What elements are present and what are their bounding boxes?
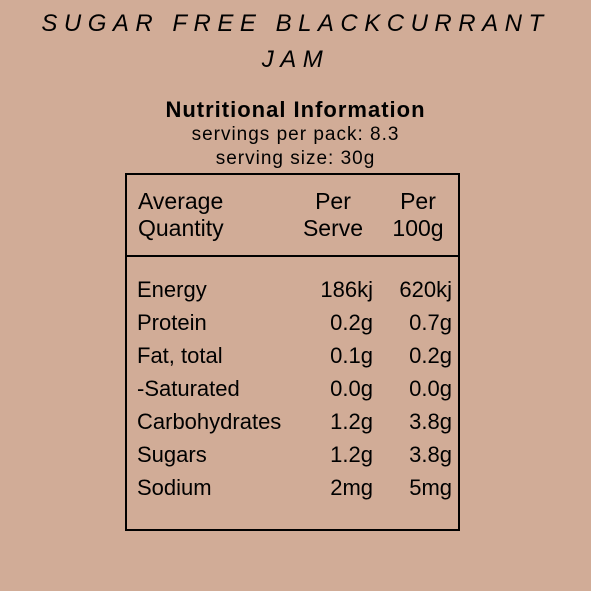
- column-header-per-100g: Per 100g: [383, 188, 453, 242]
- per-serve-value: 1.2g: [330, 442, 373, 467]
- column-header-line: Serve: [302, 215, 364, 241]
- servings-per-pack: servings per pack: 8.3: [191, 124, 400, 145]
- column-header-per-serve: Per Serve: [293, 188, 373, 242]
- header-divider: [127, 255, 458, 257]
- nutrient-name: Sugars: [137, 442, 207, 467]
- column-header-average-quantity: Average Quantity: [138, 188, 224, 242]
- per-serve-value: 2mg: [330, 475, 373, 500]
- per-100g-value: 3.8g: [409, 409, 452, 434]
- per-100g-value: 3.8g: [409, 442, 452, 467]
- column-header-line: 100g: [392, 215, 444, 241]
- column-header-line: Average: [138, 188, 224, 214]
- nutrient-row-saturated: -Saturated 0.0g 0.0g: [127, 372, 458, 405]
- nutrition-panel: Average Quantity Per Serve Per 100g Ener…: [125, 173, 460, 531]
- per-serve-value: 1.2g: [330, 409, 373, 434]
- nutrient-row-protein: Protein 0.2g 0.7g: [127, 306, 458, 339]
- product-title-line-2: JAM: [261, 46, 330, 73]
- nutrient-name: Fat, total: [137, 343, 223, 368]
- per-100g-value: 0.7g: [409, 310, 452, 335]
- per-serve-value: 0.1g: [330, 343, 373, 368]
- per-serve-value: 0.0g: [330, 376, 373, 401]
- nutrient-row-carbohydrates: Carbohydrates 1.2g 3.8g: [127, 405, 458, 438]
- nutrient-name: Protein: [137, 310, 207, 335]
- column-header-line: Per: [400, 188, 436, 214]
- nutrition-heading: Nutritional Information: [165, 97, 426, 122]
- per-100g-value: 0.0g: [409, 376, 452, 401]
- per-serve-value: 0.2g: [330, 310, 373, 335]
- nutrient-name: Carbohydrates: [137, 409, 282, 434]
- serving-size: serving size: 30g: [215, 148, 376, 169]
- nutrient-name: Energy: [137, 277, 207, 302]
- nutrient-row-energy: Energy 186kj 620kj: [127, 273, 458, 306]
- per-100g-value: 5mg: [409, 475, 452, 500]
- nutrient-name: Sodium: [137, 475, 212, 500]
- nutrient-row-sodium: Sodium 2mg 5mg: [127, 471, 458, 504]
- column-header-line: Per: [315, 188, 351, 214]
- column-header-line: Quantity: [138, 215, 224, 241]
- per-100g-value: 620kj: [399, 277, 452, 302]
- nutrient-row-sugars: Sugars 1.2g 3.8g: [127, 438, 458, 471]
- nutrient-name: -Saturated: [137, 376, 240, 401]
- per-serve-value: 186kj: [320, 277, 373, 302]
- per-100g-value: 0.2g: [409, 343, 452, 368]
- product-title-line-1: SUGAR FREE BLACKCURRANT: [41, 10, 550, 37]
- nutrient-row-fat-total: Fat, total 0.1g 0.2g: [127, 339, 458, 372]
